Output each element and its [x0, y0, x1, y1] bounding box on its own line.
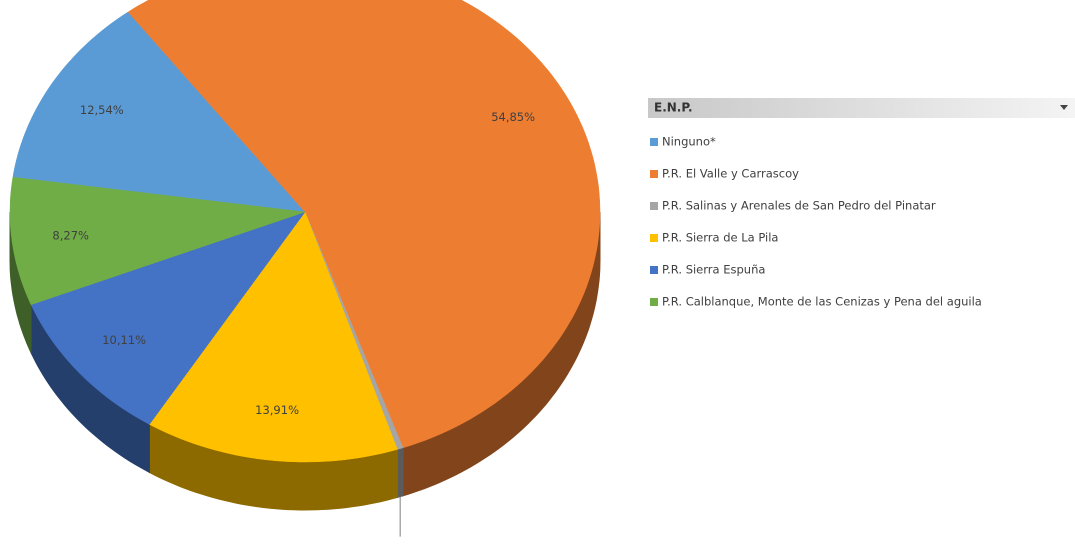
data-label: 54,85% [491, 110, 535, 124]
slice-side [396, 447, 404, 499]
legend-title: E.N.P. [654, 101, 693, 115]
legend-label: P.R. Salinas y Arenales de San Pedro del… [662, 199, 936, 213]
slice [149, 211, 398, 463]
data-label: 12,54% [80, 103, 124, 117]
slice [127, 0, 601, 449]
legend-label: P.R. Sierra de La Pila [662, 231, 778, 245]
legend-swatch [650, 202, 658, 210]
data-label: 13,91% [255, 403, 299, 417]
data-label: 10,11% [102, 333, 146, 347]
slice [12, 11, 306, 213]
pie: 12,54%54,85%0,32%13,91%10,11%8,27% [9, 0, 601, 537]
legend-swatch [650, 266, 658, 274]
legend: E.N.P. Ninguno* P.R. El Valle y Carrascoy… [648, 98, 1075, 309]
legend-swatch [650, 298, 658, 306]
dropdown-arrow[interactable] [1060, 105, 1068, 110]
legend-swatch [650, 234, 658, 242]
legend-swatch [650, 170, 658, 178]
legend-label: P.R. El Valle y Carrascoy [662, 167, 799, 181]
slice [30, 211, 306, 425]
legend-swatch [650, 138, 658, 146]
legend-label: Ninguno* [662, 135, 716, 149]
legend-header [648, 98, 1075, 118]
legend-label: P.R. Calblanque, Monte de las Cenizas y … [662, 295, 982, 309]
slice [9, 176, 306, 306]
data-label: 8,27% [52, 228, 89, 242]
legend-label: P.R. Sierra Espuña [662, 263, 765, 277]
